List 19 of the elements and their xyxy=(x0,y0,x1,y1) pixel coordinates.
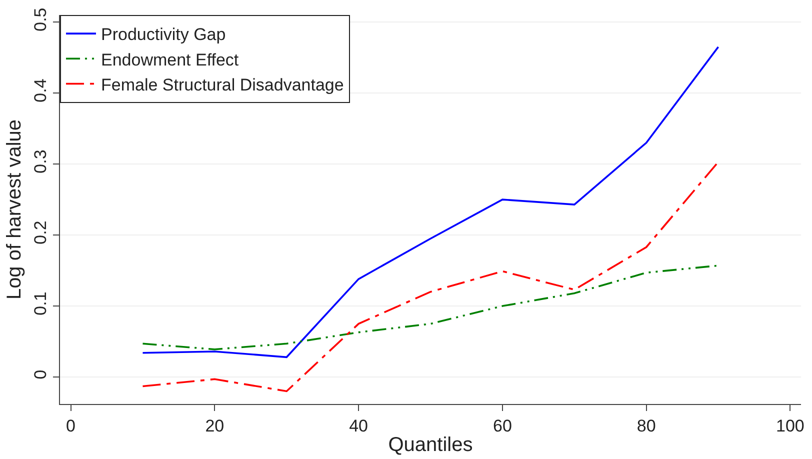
y-tick-label: 0.2 xyxy=(31,220,50,244)
line-series xyxy=(142,264,720,350)
y-tick-label: 0.1 xyxy=(31,292,50,316)
y-tick-label: 0.4 xyxy=(31,78,50,102)
x-tick-label: 20 xyxy=(205,416,224,436)
y-axis-title: Log of harvest value xyxy=(4,119,26,300)
x-axis-title: Quantiles xyxy=(388,434,473,456)
x-tick-label: 80 xyxy=(636,416,656,436)
x-tick-label: 60 xyxy=(492,416,512,436)
legend-label: Female Structural Disadvantage xyxy=(101,75,344,94)
x-tick-label: 0 xyxy=(66,416,76,436)
y-tick-label: 0.5 xyxy=(31,8,50,32)
line-series xyxy=(142,161,720,392)
x-tick-label: 100 xyxy=(776,416,804,436)
x-tick-label: 40 xyxy=(349,416,368,436)
y-tick-label: 0.3 xyxy=(31,150,50,174)
legend-label: Productivity Gap xyxy=(101,25,226,44)
y-tick-label: 0 xyxy=(31,370,50,380)
legend-label: Endowment Effect xyxy=(101,50,239,70)
